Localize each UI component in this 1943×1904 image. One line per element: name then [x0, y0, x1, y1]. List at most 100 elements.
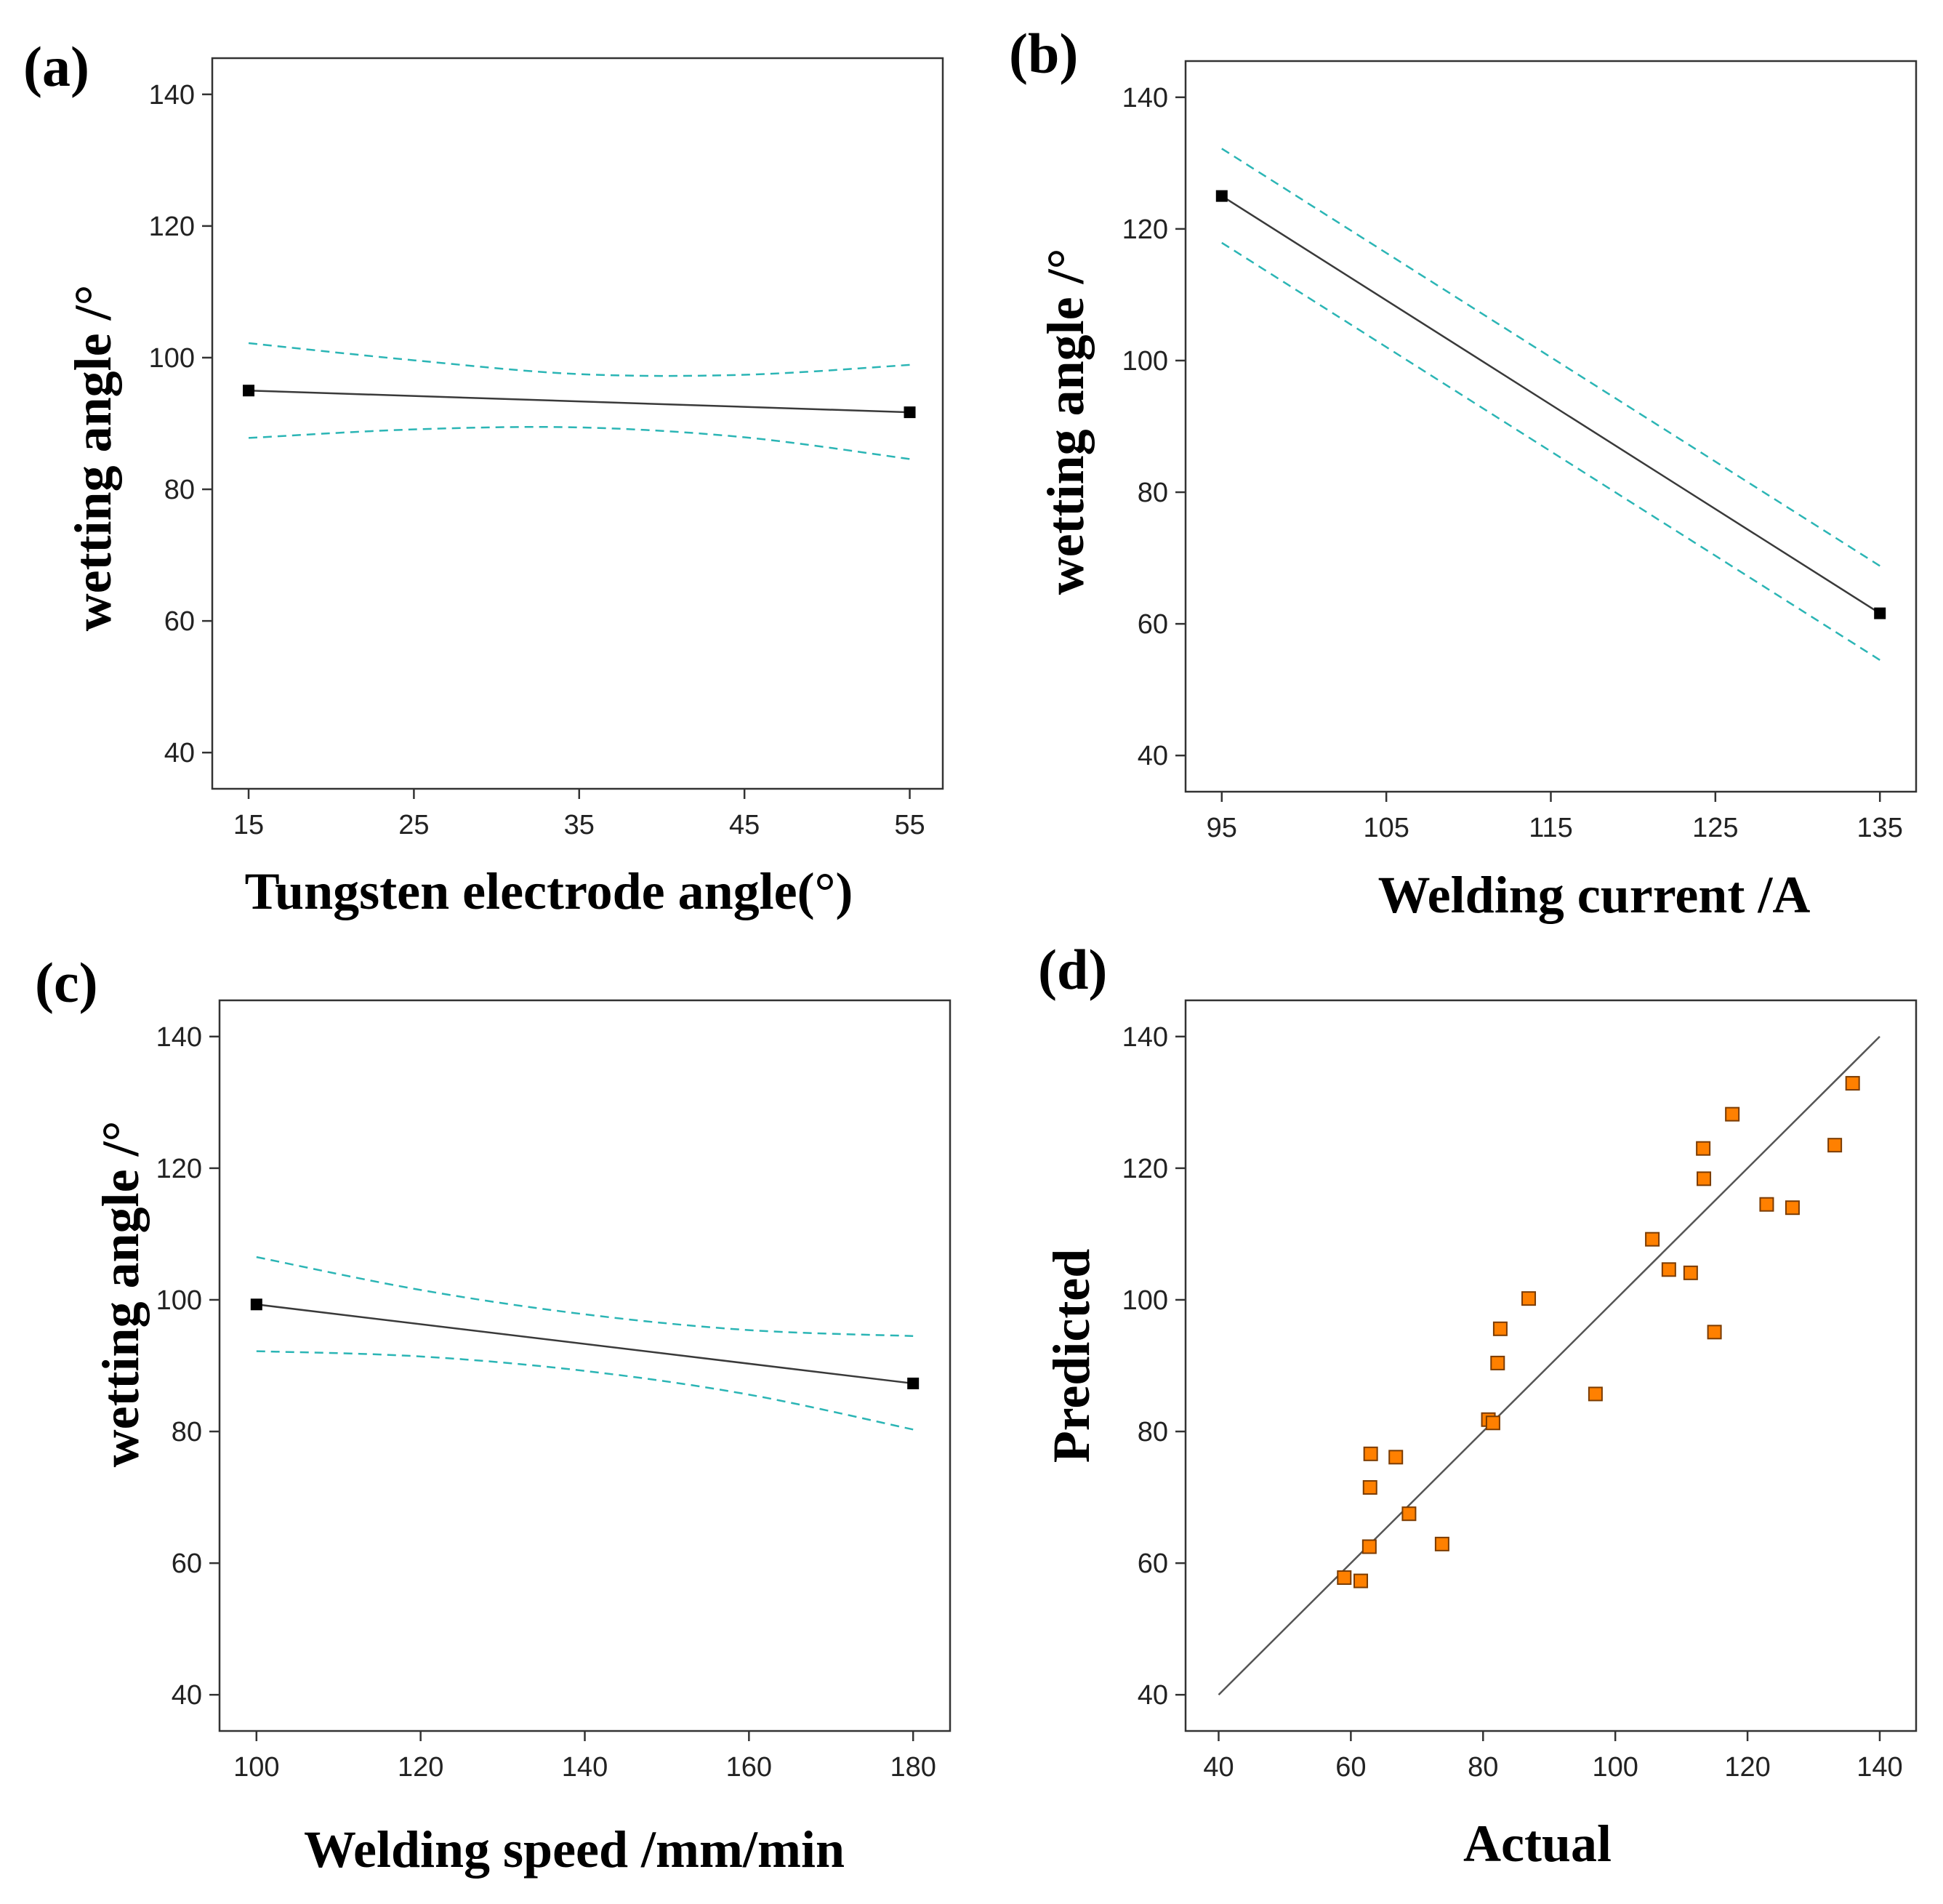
y-tick-label: 100 [149, 343, 195, 374]
scatter-point [1696, 1141, 1711, 1156]
scatter-point [1361, 1539, 1377, 1554]
endpoint-marker [1215, 190, 1228, 202]
fit-line [248, 389, 910, 414]
scatter-point [1683, 1265, 1698, 1280]
panel-label: (d) [1038, 938, 1107, 1001]
scatter-point [1697, 1171, 1712, 1186]
data-marks [243, 342, 916, 460]
y-tick-label: 80 [1138, 478, 1168, 508]
x-tick-label: 45 [729, 810, 760, 840]
y-tick-label: 40 [172, 1680, 202, 1711]
axis-ticks: 40 60 80 100 120 140 40 60 80 100 120 140 [1122, 1022, 1903, 1783]
panel-label: (c) [35, 951, 98, 1014]
reference-line [1218, 1035, 1880, 1696]
x-axis-title: Welding speed /mm/min [304, 1820, 845, 1879]
scatter-point [1707, 1325, 1722, 1340]
y-tick-label: 120 [149, 212, 195, 242]
endpoint-marker [1874, 607, 1886, 619]
ci-upper-line [248, 342, 910, 377]
plot-frame [218, 999, 952, 1732]
plot-frame [211, 57, 944, 790]
endpoint-marker [243, 385, 255, 397]
x-axis-title: Actual [1463, 1815, 1612, 1873]
plot-frame [1184, 60, 1918, 793]
y-tick-label: 80 [1138, 1417, 1168, 1447]
scatter-point [1434, 1536, 1449, 1551]
scatter-point [1588, 1386, 1603, 1402]
x-tick-label: 125 [1692, 813, 1738, 843]
y-tick-label: 40 [1138, 741, 1168, 771]
panel-label: (a) [23, 35, 89, 98]
y-tick-label: 100 [1122, 346, 1168, 377]
x-tick-label: 135 [1856, 813, 1902, 843]
plot-frame [1184, 999, 1918, 1732]
y-tick-label: 100 [1122, 1285, 1168, 1316]
x-tick-label: 95 [1207, 813, 1237, 843]
endpoint-marker [904, 406, 916, 419]
x-tick-label: 105 [1363, 813, 1409, 843]
x-tick-label: 25 [398, 810, 429, 840]
x-tick-label: 100 [1592, 1752, 1638, 1783]
panel-d: (d) 40 60 80 100 120 140 40 60 80 100 120 140 Actua… [1038, 938, 1918, 1873]
y-tick-label: 100 [156, 1285, 202, 1316]
y-axis-title: wetting angle /° [64, 285, 122, 632]
x-axis-title: Tungsten electrode angle(°) [245, 862, 853, 920]
endpoint-marker [907, 1377, 920, 1389]
x-tick-label: 160 [726, 1752, 772, 1783]
y-tick-label: 80 [172, 1417, 202, 1447]
scatter-point [1337, 1570, 1352, 1586]
scatter-point [1759, 1197, 1774, 1212]
x-tick-label: 40 [1203, 1752, 1234, 1783]
panel-a: (a) 40 60 80 100 120 140 15 25 35 45 55 Tungsten e… [23, 35, 944, 920]
data-marks [1218, 1035, 1880, 1696]
scatter-point [1827, 1138, 1843, 1153]
y-axis-title: wetting angle /° [92, 1121, 150, 1468]
x-tick-label: 15 [233, 810, 264, 840]
y-axis-title: Predicted [1042, 1249, 1101, 1463]
scatter-point [1661, 1262, 1676, 1277]
panel-label: (b) [1009, 22, 1078, 85]
scatter-point [1485, 1415, 1500, 1431]
scatter-point [1401, 1506, 1417, 1522]
axis-ticks: 40 60 80 100 120 140 15 25 35 45 55 [149, 80, 925, 840]
scatter-point [1362, 1480, 1377, 1495]
x-tick-label: 120 [398, 1752, 443, 1783]
fit-line [256, 1304, 914, 1385]
y-tick-label: 140 [149, 80, 195, 111]
ci-upper-line [256, 1256, 914, 1338]
y-tick-label: 120 [1122, 214, 1168, 245]
ci-lower-line [1221, 241, 1880, 661]
scatter-point [1363, 1446, 1378, 1461]
ci-lower-line [256, 1350, 914, 1431]
x-tick-label: 80 [1468, 1752, 1498, 1783]
y-tick-label: 80 [164, 475, 195, 505]
ci-upper-line [1221, 148, 1880, 567]
x-tick-label: 55 [894, 810, 925, 840]
y-tick-label: 40 [1138, 1680, 1168, 1711]
x-tick-label: 115 [1529, 813, 1573, 843]
data-marks [250, 1256, 920, 1431]
x-tick-label: 120 [1724, 1752, 1770, 1783]
axis-ticks: 40 60 80 100 120 140 100 120 140 160 180 [156, 1022, 936, 1783]
x-axis-title: Welding current /A [1378, 866, 1811, 924]
endpoint-marker [250, 1298, 262, 1311]
y-tick-label: 120 [156, 1154, 202, 1184]
y-tick-label: 60 [1138, 609, 1168, 640]
x-tick-label: 140 [562, 1752, 608, 1783]
y-tick-label: 40 [164, 738, 195, 768]
y-tick-label: 60 [1138, 1548, 1168, 1579]
data-marks [1215, 148, 1886, 661]
y-tick-label: 60 [172, 1548, 202, 1579]
x-tick-label: 140 [1856, 1752, 1902, 1783]
y-tick-label: 140 [1122, 1022, 1168, 1053]
x-tick-label: 180 [890, 1752, 936, 1783]
scatter-point [1521, 1291, 1537, 1306]
y-tick-label: 140 [156, 1022, 202, 1053]
scatter-point [1492, 1321, 1508, 1336]
scatter-point [1725, 1106, 1740, 1122]
scatter-point [1490, 1355, 1505, 1370]
axis-ticks: 40 60 80 100 120 140 95 105 115 125 135 [1122, 83, 1903, 843]
panel-c: (c) 40 60 80 100 120 140 100 120 140 160 180 Weldi… [35, 951, 952, 1879]
scatter-point [1353, 1573, 1369, 1588]
scatter-point [1388, 1450, 1404, 1465]
